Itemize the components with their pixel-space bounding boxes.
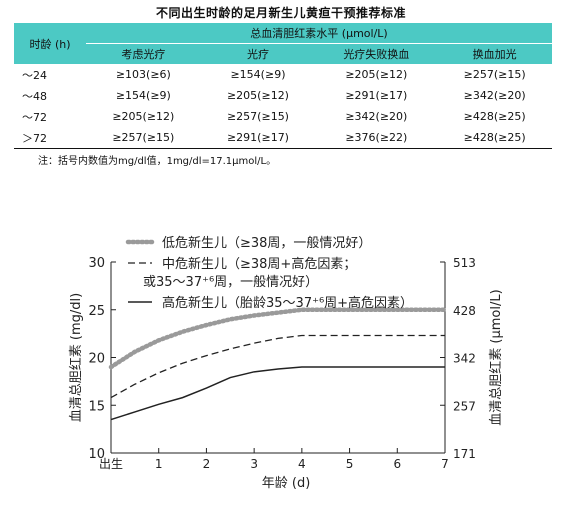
- y-axis-title: 血清总胆红素 (mg/dl): [68, 293, 84, 422]
- table-cell: ≥376(≥22): [315, 127, 438, 149]
- y-tick-label: 10: [88, 447, 105, 462]
- table-cell: ≥257(≥15): [226, 110, 289, 123]
- age-cell: ～24: [22, 68, 47, 82]
- table-row: ～48 ≥154(≥9) ≥205(≥12) ≥291(≥17) ≥342(≥2…: [14, 85, 552, 106]
- table-cell: ≥342(≥20): [463, 89, 526, 102]
- chart-legend: 低危新生儿（≥38周，一般情况好） 中危新生儿（≥38周+高危因素； 或35～37⁺…: [125, 235, 413, 311]
- age-header: 时龄 (h): [14, 23, 86, 64]
- y-tick-label: 20: [88, 352, 105, 367]
- x-tick-label: 3: [250, 457, 258, 471]
- table-cell: ≥154(≥9): [230, 68, 286, 81]
- y2-tick-label: 257: [453, 399, 476, 413]
- age-cell: ～48: [22, 89, 47, 103]
- table-cell: ≥428(≥25): [437, 127, 552, 149]
- legend-label: 或35～37⁺⁶周，一般情况好）: [143, 274, 318, 290]
- table-cell: ≥291(≥17): [200, 127, 316, 149]
- table-row: ～72 ≥205(≥12) ≥257(≥15) ≥342(≥20) ≥428(≥…: [14, 106, 552, 127]
- table-cell: ≥428(≥25): [463, 110, 526, 123]
- group-header: 总血清胆红素水平 (μmol/L): [86, 23, 552, 44]
- table-row: ＞72 ≥257(≥15) ≥291(≥17) ≥376(≥22) ≥428(≥…: [14, 127, 552, 149]
- table-cell: ≥205(≥12): [226, 89, 289, 102]
- table-cell: ≥103(≥6): [115, 68, 171, 81]
- table-cell: ≥205(≥12): [112, 110, 175, 123]
- y2-tick-label: 428: [453, 304, 476, 318]
- table-row: ～24 ≥103(≥6) ≥154(≥9) ≥205(≥12) ≥257(≥15…: [14, 64, 552, 85]
- table-cell: ≥291(≥17): [345, 89, 408, 102]
- series-line-2: [110, 366, 445, 421]
- y2-tick-label: 513: [453, 256, 476, 270]
- age-cell: ＞72: [14, 127, 86, 149]
- y2-tick-label: 171: [453, 447, 476, 461]
- legend-label: 低危新生儿（≥38周，一般情况好）: [162, 235, 371, 251]
- column-header: 换血加光: [437, 43, 552, 64]
- x-tick-label: 5: [346, 457, 354, 471]
- x-tick-label: 2: [203, 457, 211, 471]
- table-title: 不同出生时龄的足月新生儿黄疸干预推荐标准: [155, 6, 406, 20]
- column-header: 光疗失败换血: [315, 43, 438, 64]
- column-header: 光疗: [200, 43, 316, 64]
- x-tick-label: 7: [441, 457, 449, 471]
- table-cell: ≥205(≥12): [345, 68, 408, 81]
- series-line-0: [108, 307, 448, 370]
- table-note: 注：括号内数值为mg/dl值，1mg/dl=17.1μmol/L。: [38, 156, 277, 167]
- bilirubin-table: 时龄 (h) 总血清胆红素水平 (μmol/L) 考虑光疗 光疗 光疗失败换血 …: [14, 23, 552, 149]
- x-tick-label: 1: [155, 457, 163, 471]
- y-tick-label: 15: [88, 399, 105, 414]
- y-tick-label: 30: [88, 256, 105, 271]
- column-header: 考虑光疗: [86, 43, 201, 64]
- y-tick-label: 25: [88, 304, 105, 319]
- table-cell: ≥342(≥20): [345, 110, 408, 123]
- x-tick-label: 出生: [99, 457, 123, 471]
- x-axis-title: 年龄 (d): [262, 476, 311, 491]
- legend-label: 高危新生儿（胎龄35～37⁺⁶周+高危因素）: [162, 295, 413, 311]
- y2-axis-title: 血清总胆红素 (μmol/L): [488, 289, 504, 425]
- chart-axes: 出生 1 2 3 4 5 6 7 10 15 20 25 30 171 257 342 428 513 年龄 (d)…: [68, 256, 504, 491]
- table-cell: ≥154(≥9): [115, 89, 171, 102]
- table-cell: ≥257(≥15): [86, 127, 201, 149]
- x-tick-label: 4: [298, 457, 306, 471]
- age-cell: ～72: [22, 110, 47, 124]
- x-tick-label: 6: [393, 457, 401, 471]
- table-cell: ≥257(≥15): [463, 68, 526, 81]
- chart-series: [108, 307, 448, 421]
- legend-label: 中危新生儿（≥38周+高危因素；: [162, 256, 356, 272]
- series-line-1: [110, 334, 445, 399]
- y2-tick-label: 342: [453, 352, 476, 366]
